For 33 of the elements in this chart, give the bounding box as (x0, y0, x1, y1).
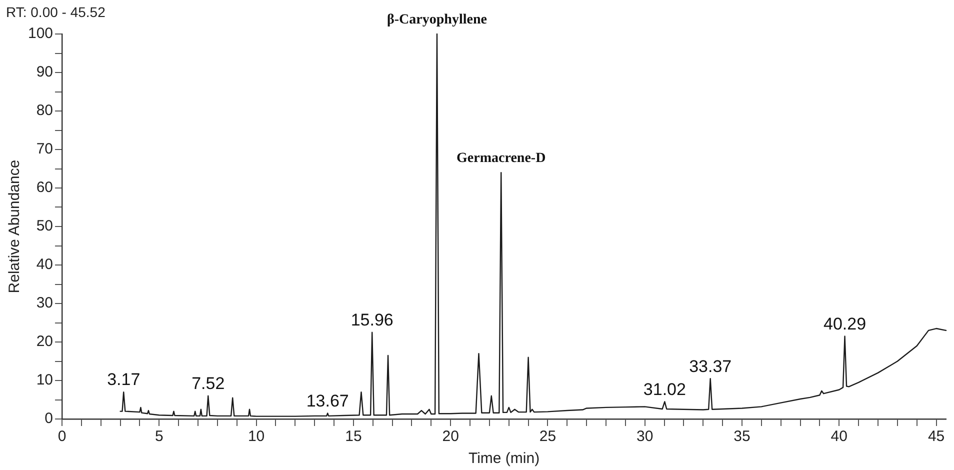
y-tick-label: 0 (44, 410, 54, 428)
y-tick-label: 10 (36, 372, 54, 389)
y-tick-label: 90 (36, 64, 54, 81)
annotation: 3.17 (107, 370, 140, 390)
annotation: β-Caryophyllene (387, 12, 487, 28)
annotation: 31.02 (643, 380, 686, 399)
annotation: 7.52 (192, 374, 225, 394)
x-tick-label: 5 (154, 428, 164, 446)
x-tick-label: 45 (928, 428, 945, 446)
x-tick-label: 0 (58, 428, 66, 446)
y-axis-title: Relative Abundance (6, 160, 24, 294)
x-tick-label: 15 (345, 428, 362, 446)
chart-title: RT: 0.00 - 45.52 (6, 4, 106, 20)
y-tick-label: 40 (36, 256, 54, 274)
annotation: 13.67 (306, 391, 349, 410)
x-tick-label: 20 (442, 428, 459, 446)
y-tick-label: 60 (36, 179, 54, 196)
y-tick-label: 80 (36, 102, 54, 120)
annotation: Germacrene-D (456, 151, 546, 166)
y-tick-label: 70 (36, 140, 54, 158)
x-tick-label: 30 (636, 428, 654, 446)
y-tick-label: 50 (36, 218, 54, 235)
y-tick-label: 20 (36, 333, 54, 350)
x-tick-label: 25 (539, 428, 556, 446)
x-axis-title: Time (min) (468, 450, 540, 468)
annotation: 15.96 (350, 310, 394, 330)
x-tick-label: 10 (248, 428, 265, 446)
annotation: 33.37 (689, 356, 732, 376)
x-tick-label: 35 (734, 428, 750, 446)
x-tick-label: 40 (830, 428, 848, 446)
y-tick-label: 100 (28, 25, 54, 42)
annotation: 40.29 (824, 314, 866, 334)
y-tick-label: 30 (36, 294, 54, 312)
